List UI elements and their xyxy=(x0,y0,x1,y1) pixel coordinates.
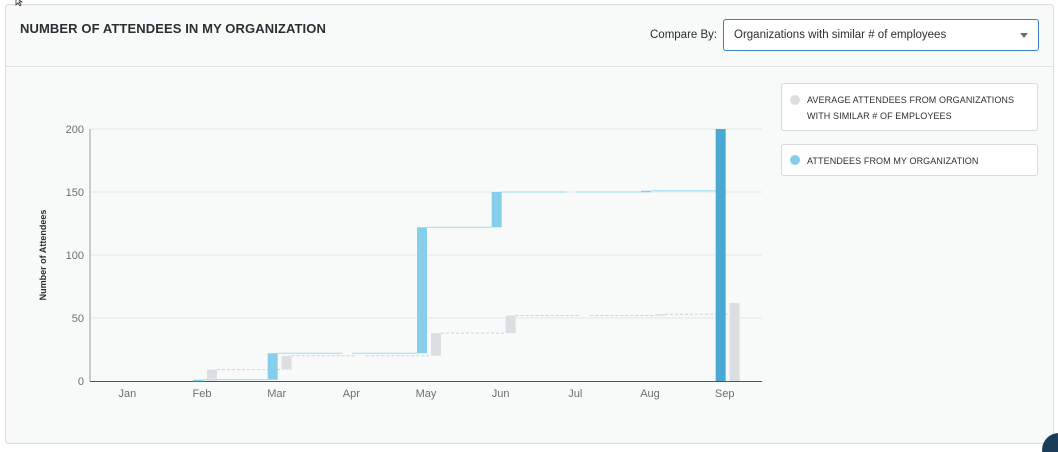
y-tick-label: 100 xyxy=(66,250,84,262)
x-tick-label: Sep xyxy=(715,388,735,400)
y-tick-label: 150 xyxy=(66,187,84,199)
x-tick-label: Jun xyxy=(492,388,510,400)
average-bar xyxy=(431,333,441,356)
x-tick-label: Jul xyxy=(568,388,582,400)
average-bar xyxy=(655,314,665,316)
my-org-bar xyxy=(267,353,278,380)
card-title: NUMBER OF ATTENDEES IN MY ORGANIZATION xyxy=(20,21,326,36)
average-bar xyxy=(729,302,740,381)
my-org-bar xyxy=(417,227,427,354)
chevron-down-icon[interactable] xyxy=(1020,33,1028,38)
legend-item-average[interactable]: AVERAGE ATTENDEES FROM ORGANIZATIONS WIT… xyxy=(781,83,1038,131)
card-header: NUMBER OF ATTENDEES IN MY ORGANIZATION C… xyxy=(6,5,1053,67)
legend-label-my-organization: ATTENDEES FROM MY ORGANIZATION xyxy=(807,156,979,166)
compare-by-select[interactable]: Organizations with similar # of employee… xyxy=(723,19,1039,51)
x-tick-label: Aug xyxy=(640,388,660,400)
legend-label-average: AVERAGE ATTENDEES FROM ORGANIZATIONS WIT… xyxy=(807,95,1015,121)
compare-by-value: Organizations with similar # of employee… xyxy=(734,29,947,41)
my-org-bar xyxy=(193,379,203,382)
mouse-cursor-icon xyxy=(15,0,24,6)
my-org-bar xyxy=(641,190,651,193)
legend-item-my-organization[interactable]: ATTENDEES FROM MY ORGANIZATION xyxy=(781,144,1038,176)
x-tick-label: Feb xyxy=(193,388,212,400)
x-tick-label: Mar xyxy=(267,388,286,400)
average-bar xyxy=(207,369,217,381)
legend-dot-icon xyxy=(790,155,800,165)
my-org-bar xyxy=(715,129,726,381)
my-org-bar xyxy=(491,192,502,228)
compare-by-label: Compare By: xyxy=(650,29,718,41)
legend-dot-icon xyxy=(790,95,800,105)
average-bar xyxy=(505,315,516,334)
average-bar xyxy=(281,355,292,370)
x-tick-label: Jan xyxy=(118,388,136,400)
y-tick-label: 50 xyxy=(72,313,84,325)
x-tick-label: Apr xyxy=(343,388,360,400)
help-chat-button[interactable] xyxy=(1042,433,1058,452)
y-tick-label: 200 xyxy=(66,124,84,136)
y-tick-label: 0 xyxy=(78,376,84,388)
chart-card: NUMBER OF ATTENDEES IN MY ORGANIZATION C… xyxy=(5,4,1054,444)
y-axis-title: Number of Attendees xyxy=(38,210,48,301)
x-tick-label: May xyxy=(416,388,437,400)
